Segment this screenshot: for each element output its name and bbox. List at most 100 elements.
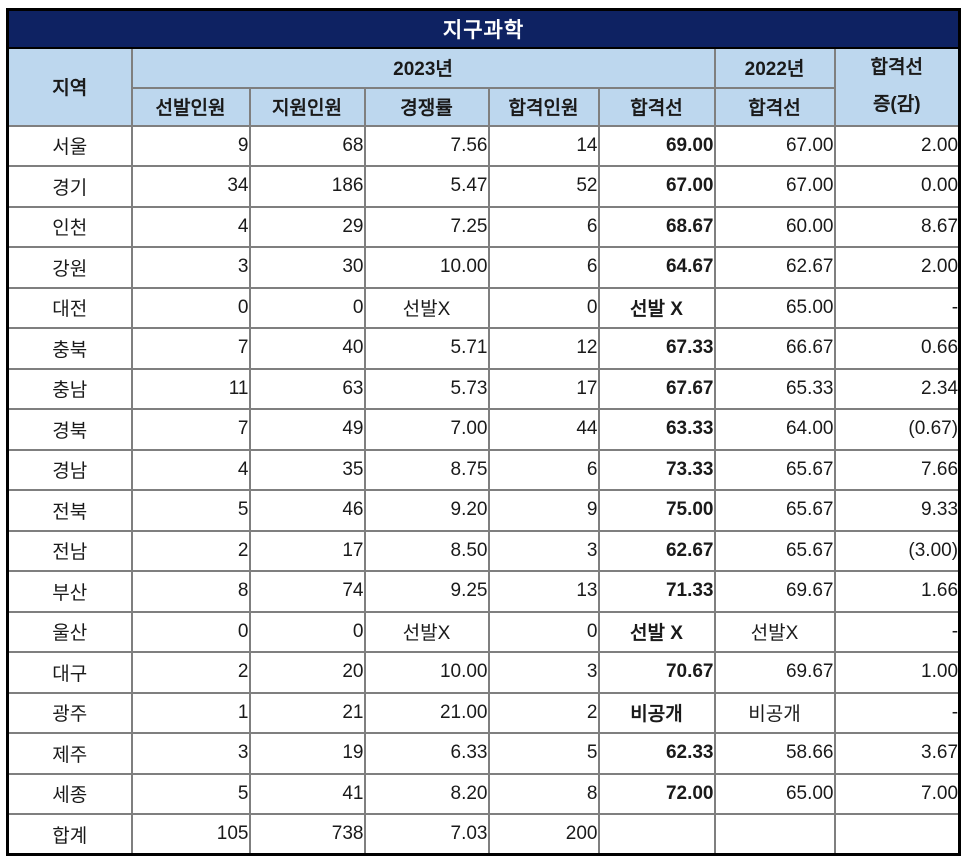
cell-cutline-2022: 65.67 [713, 448, 836, 491]
cell-ratio-2023: 21.00 [363, 691, 490, 734]
cell-region: 대전 [6, 286, 133, 329]
col-header-region: 지역 [6, 46, 133, 127]
table-row: 강원 3 30 10.00 6 64.67 62.67 2.00 [6, 246, 961, 289]
score-table: 지구과학 지역 2023년 2022년 합격선 증(감) 선발인원 지원인원 경… [6, 8, 962, 856]
table-row: 서울 9 68 7.56 14 69.00 67.00 2.00 [6, 124, 961, 167]
col-header-cutline-diff: 합격선 증(감) [833, 46, 961, 127]
cell-region: 합계 [6, 813, 133, 856]
cell-ratio-2023: 10.00 [363, 246, 490, 289]
cell-cutline-2022: 69.67 [713, 651, 836, 694]
col-header-cutline-diff-line1: 합격선 [870, 57, 923, 79]
cell-passed-2023: 6 [487, 448, 600, 491]
cell-cutline-2023: 64.67 [597, 246, 716, 289]
cell-ratio-2023: 7.25 [363, 205, 490, 248]
cell-applicants-2023: 29 [248, 205, 366, 248]
cell-selected-2023: 5 [130, 772, 251, 815]
cell-applicants-2023: 74 [248, 570, 366, 613]
cell-selected-2023: 5 [130, 489, 251, 532]
cell-region: 세종 [6, 772, 133, 815]
cell-passed-2023: 5 [487, 732, 600, 775]
table-row: 경남 4 35 8.75 6 73.33 65.67 7.66 [6, 448, 961, 491]
cell-cutline-2023: 선발 X [597, 286, 716, 329]
cell-applicants-2023: 35 [248, 448, 366, 491]
cell-passed-2023: 6 [487, 246, 600, 289]
cell-cutline-2022: 64.00 [713, 408, 836, 451]
table-row: 경북 7 49 7.00 44 63.33 64.00 (0.67) [6, 408, 961, 451]
col-header-passed-2023: 합격인원 [487, 86, 600, 127]
table-row-total: 합계 105 738 7.03 200 [6, 813, 961, 856]
cell-region: 전남 [6, 529, 133, 572]
cell-cutline-2023: 68.67 [597, 205, 716, 248]
cell-cutline-2023: 67.67 [597, 367, 716, 410]
cell-cutline-2022: 62.67 [713, 246, 836, 289]
cell-cutline-2023: 67.33 [597, 327, 716, 370]
cell-cutline-diff: 9.33 [833, 489, 961, 532]
cell-cutline-2022: 65.00 [713, 286, 836, 329]
col-header-selected-2023: 선발인원 [130, 86, 251, 127]
cell-passed-2023: 8 [487, 772, 600, 815]
table-row: 대전 0 0 선발X 0 선발 X 65.00- [6, 286, 961, 329]
cell-applicants-2023: 20 [248, 651, 366, 694]
cell-passed-2023: 3 [487, 651, 600, 694]
cell-cutline-2022: 65.67 [713, 489, 836, 532]
cell-selected-2023: 7 [130, 408, 251, 451]
cell-selected-2023: 0 [130, 286, 251, 329]
cell-cutline-2022: 67.00 [713, 165, 836, 208]
cell-ratio-2023: 5.73 [363, 367, 490, 410]
cell-applicants-2023: 46 [248, 489, 366, 532]
cell-passed-2023: 0 [487, 610, 600, 653]
cell-cutline-diff: 7.66 [833, 448, 961, 491]
cell-cutline-2023: 73.33 [597, 448, 716, 491]
cell-region: 제주 [6, 732, 133, 775]
cell-region: 경기 [6, 165, 133, 208]
cell-applicants-2023: 68 [248, 124, 366, 167]
cell-cutline-diff: 0.66 [833, 327, 961, 370]
header-row-sub: 선발인원 지원인원 경쟁률 합격인원 합격선 합격선 [8, 86, 960, 127]
cell-ratio-2023: 7.00 [363, 408, 490, 451]
cell-selected-2023: 0 [130, 610, 251, 653]
cell-applicants-2023: 17 [248, 529, 366, 572]
table-row: 전북 5 46 9.20 9 75.00 65.67 9.33 [6, 489, 961, 532]
cell-applicants-2023: 21 [248, 691, 366, 734]
table-row: 인천 4 29 7.25 6 68.67 60.00 8.67 [6, 205, 961, 248]
cell-region: 광주 [6, 691, 133, 734]
cell-passed-2023: 200 [487, 813, 600, 856]
col-header-ratio-2023: 경쟁률 [363, 86, 490, 127]
cell-selected-2023: 105 [130, 813, 251, 856]
table-row: 대구 2 20 10.00 3 70.67 69.67 1.00 [6, 651, 961, 694]
cell-cutline-diff: 3.67 [833, 732, 961, 775]
table-row: 광주 1 21 21.00 2 비공개 비공개 - [6, 691, 961, 734]
col-group-header-2022: 2022년 [713, 46, 836, 89]
cell-cutline-2022 [713, 813, 836, 856]
table-row: 제주 3 19 6.33 5 62.33 58.66 3.67 [6, 732, 961, 775]
table-row: 충북 7 40 5.71 12 67.33 66.67 0.66 [6, 327, 961, 370]
cell-ratio-2023: 8.20 [363, 772, 490, 815]
cell-applicants-2023: 30 [248, 246, 366, 289]
cell-cutline-diff: (0.67) [833, 408, 961, 451]
cell-cutline-2023: 67.00 [597, 165, 716, 208]
cell-passed-2023: 12 [487, 327, 600, 370]
cell-region: 강원 [6, 246, 133, 289]
table-row: 충남 11 63 5.73 17 67.67 65.33 2.34 [6, 367, 961, 410]
cell-passed-2023: 44 [487, 408, 600, 451]
cell-cutline-2022: 65.00 [713, 772, 836, 815]
cell-ratio-2023: 7.56 [363, 124, 490, 167]
cell-passed-2023: 9 [487, 489, 600, 532]
header-row-groups: 지역 2023년 2022년 합격선 증(감) [6, 46, 961, 127]
cell-region: 부산 [6, 570, 133, 613]
cell-cutline-diff [833, 813, 961, 856]
cell-applicants-2023: 49 [248, 408, 366, 451]
col-header-cutline-diff-line2: 증(감) [872, 93, 921, 115]
cell-cutline-diff: 1.66 [833, 570, 961, 613]
cell-ratio-2023: 선발X [363, 610, 490, 653]
cell-passed-2023: 3 [487, 529, 600, 572]
cell-cutline-2022: 65.67 [713, 529, 836, 572]
table-row: 울산 0 0 선발X 0 선발 X 선발X - [6, 610, 961, 653]
table-body: 서울 9 68 7.56 14 69.00 67.00 2.00 경기 34 186 5.47 52 67… [6, 124, 961, 856]
cell-region: 경남 [6, 448, 133, 491]
cell-selected-2023: 3 [130, 246, 251, 289]
cell-selected-2023: 7 [130, 327, 251, 370]
cell-ratio-2023: 8.50 [363, 529, 490, 572]
cell-region: 전북 [6, 489, 133, 532]
cell-selected-2023: 11 [130, 367, 251, 410]
